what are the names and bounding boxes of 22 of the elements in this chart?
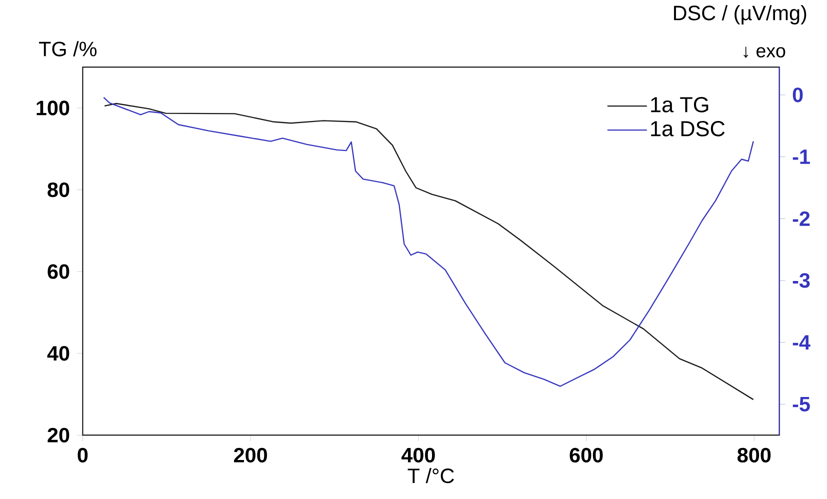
x-tick-label: 800 [738, 448, 771, 462]
y-tick-label: 20 [48, 428, 70, 442]
y2-tick-label: -1 [792, 150, 810, 164]
x-tick-label: 200 [234, 448, 267, 462]
y-tick-label: 100 [36, 100, 70, 116]
x-tick-label: 400 [401, 448, 435, 462]
y-tick-label: 80 [48, 182, 70, 197]
x-tick-label: 600 [570, 448, 603, 462]
y2-tick-label: 0 [792, 87, 803, 102]
y2-tick-label: -5 [792, 396, 810, 412]
y2-axis-title: DSC / (µV/mg) [674, 4, 806, 24]
x-axis-title: T /°C [408, 468, 454, 484]
legend-label: 1a DSC [651, 120, 725, 136]
legend-label: 1a TG [651, 96, 708, 112]
y-tick-label: 60 [48, 264, 70, 279]
y-axis-title: TG /% [39, 41, 97, 56]
y2-tick-label: -3 [792, 273, 810, 288]
y2-tick-label: -2 [792, 211, 810, 226]
y2-tick-label: -4 [792, 335, 810, 350]
text: ↓ exo [744, 46, 786, 58]
y-tick-label: 40 [47, 346, 70, 361]
x-tick-label: 0 [78, 448, 88, 462]
